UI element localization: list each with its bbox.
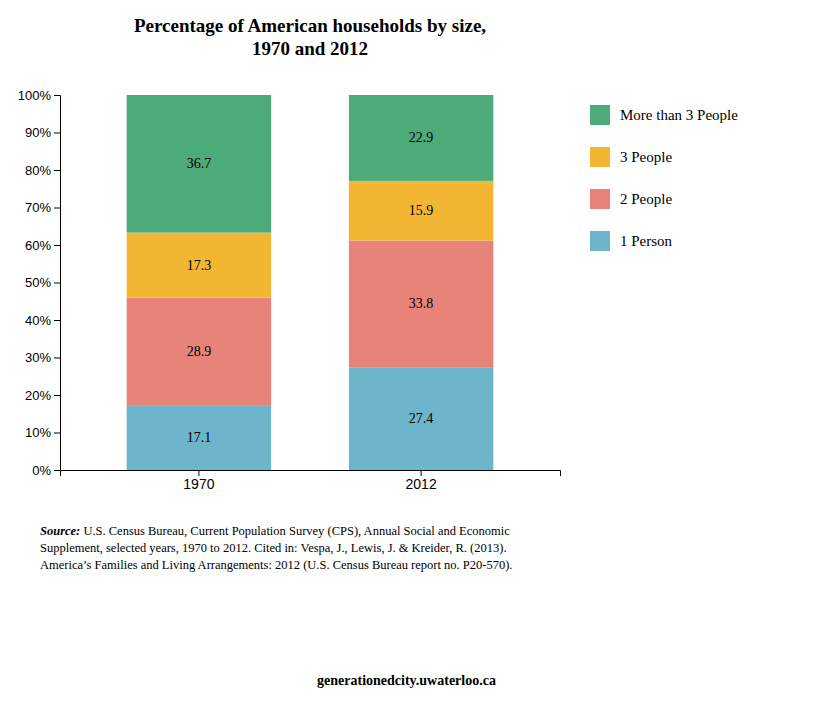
legend-label: 1 Person [620,233,673,249]
bar-segment [349,367,493,470]
bar-segment [349,241,493,368]
data-label: 28.9 [187,344,212,359]
y-tick-mark [54,170,60,171]
y-tick: 40% [25,313,60,328]
chart-container: Percentage of American households by siz… [0,0,813,710]
legend-label: More than 3 People [620,107,738,123]
legend-swatch [590,105,610,125]
y-tick: 60% [25,238,60,253]
y-tick-mark [54,208,60,209]
bar-segment [127,406,271,470]
y-axis: 0% 10% 20% 30% 40% 50% 60% 70% 80% 90% 100% [18,88,61,478]
y-tick-mark [54,358,60,359]
x-axis: 1970 2012 [61,470,561,492]
y-tick: 80% [25,163,60,178]
y-tick-label: 20% [25,388,51,403]
data-label: 33.8 [409,296,434,311]
y-tick-label: 80% [25,163,51,178]
y-tick-label: 30% [25,350,51,365]
legend-swatch [590,231,610,251]
data-label: 36.7 [187,156,212,171]
y-tick: 50% [25,275,60,290]
bar-segment [127,298,271,406]
bar-segment [349,95,493,181]
y-axis-line [54,96,61,471]
y-tick: 20% [25,388,60,403]
y-tick: 0% [32,463,60,478]
source-line: Supplement, selected years, 1970 to 2012… [40,541,507,555]
chart: Percentage of American households by siz… [0,0,813,710]
data-label: 22.9 [409,130,434,145]
y-tick: 90% [25,125,60,140]
y-tick: 100% [18,88,60,103]
y-tick-label: 70% [25,200,51,215]
y-tick-mark [54,470,60,471]
data-labels: 17.1 27.4 28.9 33.8 17.3 15.9 36.7 22.9 [187,130,434,445]
y-tick-mark [54,245,60,246]
y-tick-mark [54,433,60,434]
y-tick-label: 60% [25,238,51,253]
legend-item: More than 3 People [590,105,738,125]
y-tick: 70% [25,200,60,215]
y-tick-mark [54,320,60,321]
legend-swatch [590,147,610,167]
x-axis-line [61,471,561,477]
data-label: 17.1 [187,430,212,445]
legend-item: 3 People [590,147,672,167]
title-line: Percentage of American households by siz… [134,15,486,36]
x-tick-label: 1970 [183,476,214,492]
data-label: 17.3 [187,258,212,273]
legend: More than 3 People 3 People 2 People 1 Pers… [590,105,738,251]
legend-item: 2 People [590,189,672,209]
y-tick-mark [54,283,60,284]
data-label: 15.9 [409,203,434,218]
x-tick-label: 2012 [406,476,437,492]
footer: generationedcity.uwaterloo.ca [317,673,496,688]
legend-label: 2 People [620,191,672,207]
y-tick-label: 90% [25,125,51,140]
legend-item: 1 Person [590,231,673,251]
bar-segment [349,181,493,241]
bars [127,95,494,470]
y-tick-label: 0% [32,463,51,478]
y-tick-label: 50% [25,275,51,290]
title: Percentage of American households by siz… [134,15,486,59]
bar-segment [127,95,271,233]
source-line: America’s Families and Living Arrangemen… [40,558,513,572]
x-tick: 1970 [183,470,214,492]
y-tick: 10% [25,425,60,440]
source-text: U.S. Census Bureau, Current Population S… [40,524,513,572]
title-line: 1970 and 2012 [252,38,368,59]
bar-segment [127,233,271,298]
y-tick-mark [54,133,60,134]
y-tick: 30% [25,350,60,365]
y-tick-label: 40% [25,313,51,328]
y-tick-label: 10% [25,425,51,440]
source-line: U.S. Census Bureau, Current Population S… [80,524,510,538]
x-tick: 2012 [406,470,437,492]
y-tick-mark [54,395,60,396]
legend-swatch [590,189,610,209]
y-tick-mark [54,95,60,96]
y-tick-label: 100% [18,88,52,103]
data-label: 27.4 [409,411,434,426]
source-label: Source: [40,524,80,538]
legend-label: 3 People [620,149,672,165]
